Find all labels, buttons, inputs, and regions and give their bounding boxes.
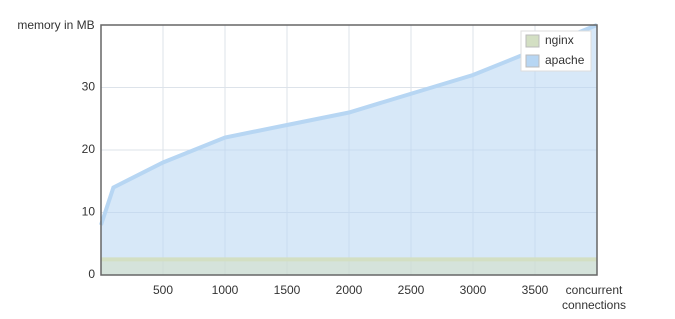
legend-label: apache xyxy=(545,53,585,67)
y-tick-label: 30 xyxy=(82,80,96,94)
x-tick-label: 500 xyxy=(153,283,173,297)
y-tick-label: 10 xyxy=(82,205,96,219)
x-tick-label: 2500 xyxy=(398,283,425,297)
plot-border xyxy=(100,24,598,276)
x-axis-label: concurrent connections xyxy=(561,283,627,312)
area-fill xyxy=(101,25,597,275)
area-fill xyxy=(101,259,597,275)
legend-swatch xyxy=(525,34,540,48)
legend-swatch xyxy=(525,54,540,68)
y-tick-label: 20 xyxy=(82,142,96,156)
x-tick-label: 3500 xyxy=(522,283,549,297)
x-tick-label: 2000 xyxy=(336,283,363,297)
x-tick-label: 1500 xyxy=(274,283,301,297)
y-axis-label: memory in MB xyxy=(17,18,94,32)
x-tick-label: 3000 xyxy=(460,283,487,297)
y-tick-label: 0 xyxy=(88,267,95,281)
area-line xyxy=(99,23,598,226)
legend-label: nginx xyxy=(545,33,574,47)
x-tick-label: 1000 xyxy=(212,283,239,297)
